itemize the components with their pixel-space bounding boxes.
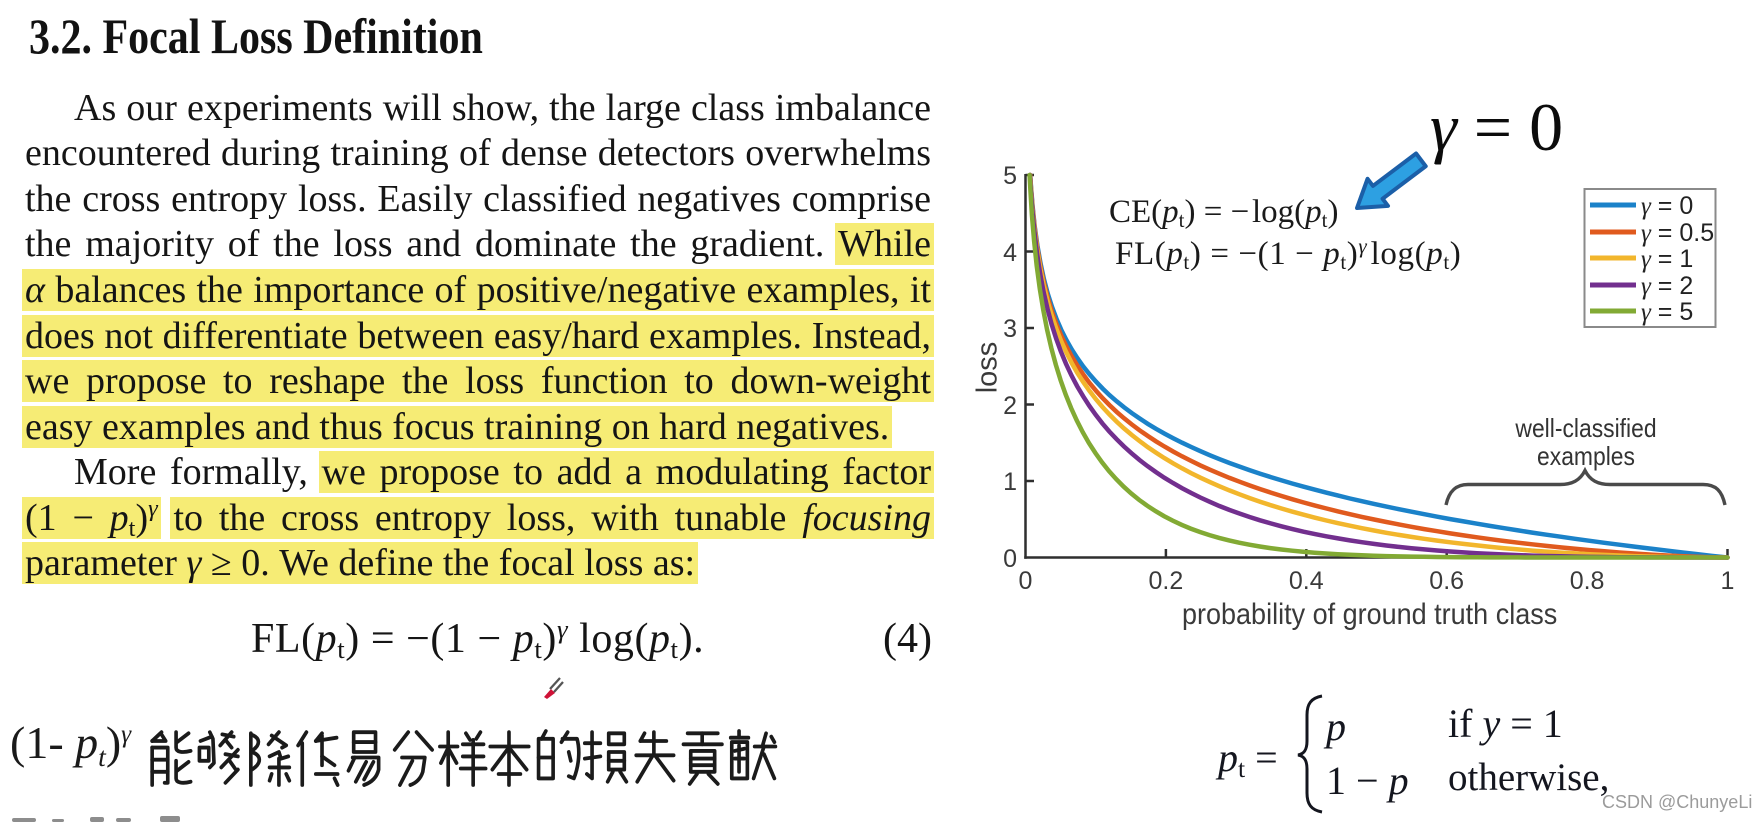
svg-text:γ = 1: γ = 1 bbox=[1641, 245, 1693, 273]
svg-text:γ = 2: γ = 2 bbox=[1641, 272, 1693, 300]
svg-text:γ = 0.5: γ = 0.5 bbox=[1641, 219, 1714, 247]
svg-text:γ = 0: γ = 0 bbox=[1641, 192, 1693, 220]
svg-text:γ = 5: γ = 5 bbox=[1641, 298, 1693, 326]
